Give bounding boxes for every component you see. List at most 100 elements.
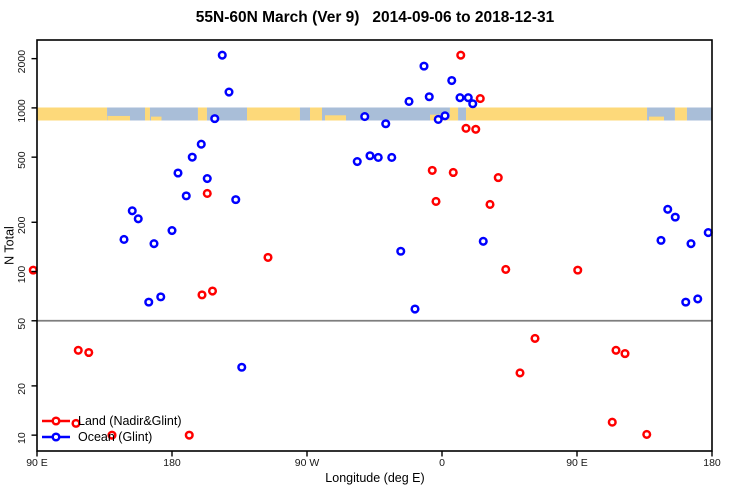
x-tick-label: 180 xyxy=(703,457,721,469)
legend-point-marker xyxy=(51,432,61,442)
map-band-ocean-segment xyxy=(322,107,450,121)
ocean-point xyxy=(663,204,673,214)
land-point xyxy=(448,167,458,178)
ocean-point xyxy=(419,61,429,71)
y-tick-label: 100 xyxy=(16,266,28,284)
y-tick-label: 10 xyxy=(16,432,28,444)
land-point xyxy=(202,188,212,199)
map-band-coast-patch xyxy=(151,116,162,121)
ocean-point xyxy=(237,362,247,372)
y-tick-label: 1000 xyxy=(16,99,28,123)
land-point xyxy=(611,345,621,355)
ocean-point xyxy=(686,239,696,249)
ocean-point xyxy=(478,236,488,246)
legend-label: Land (Nadir&Glint) xyxy=(78,414,182,428)
ocean-point xyxy=(424,92,434,102)
map-band-ocean-segment xyxy=(458,107,466,121)
x-tick-label: 90 E xyxy=(26,457,48,469)
x-tick-label: 90 W xyxy=(295,457,320,469)
ocean-point xyxy=(202,174,212,184)
map-band-land-segment xyxy=(449,107,459,121)
land-point xyxy=(573,265,583,275)
ocean-point xyxy=(360,112,370,122)
land-point xyxy=(471,124,481,134)
ocean-point xyxy=(173,168,183,178)
ocean-point xyxy=(149,239,159,249)
x-tick-label: 90 E xyxy=(566,457,588,469)
map-band-land-segment xyxy=(674,107,687,121)
ocean-point xyxy=(447,75,457,86)
ocean-point xyxy=(210,114,220,124)
ocean-point xyxy=(181,191,191,201)
ocean-point xyxy=(463,93,473,103)
land-point xyxy=(530,333,540,343)
land-point xyxy=(207,286,218,296)
land-point xyxy=(431,196,441,207)
ocean-point xyxy=(670,212,680,222)
ocean-point xyxy=(703,228,713,238)
x-tick-label: 180 xyxy=(163,457,181,469)
ocean-point xyxy=(468,99,478,109)
land-point xyxy=(620,349,630,359)
map-band-ocean-segment xyxy=(299,107,310,121)
land-point xyxy=(184,430,194,440)
y-tick-label: 500 xyxy=(16,151,28,169)
land-point xyxy=(107,430,117,440)
map-band-ocean-segment xyxy=(686,107,712,121)
map-band-land-segment xyxy=(247,107,300,121)
ocean-point xyxy=(167,225,177,236)
x-axis-title: Longitude (deg E) xyxy=(325,471,425,485)
land-point xyxy=(28,265,38,275)
y-tick-label: 50 xyxy=(16,318,28,330)
map-band-land-segment xyxy=(310,107,322,121)
ocean-point xyxy=(440,111,450,121)
ocean-point xyxy=(133,214,143,224)
map-band-coast-patch xyxy=(107,115,130,121)
ocean-point xyxy=(681,297,691,307)
land-point xyxy=(493,173,503,183)
land-point xyxy=(642,429,652,439)
ocean-point xyxy=(231,195,241,205)
map-band-coast-patch xyxy=(649,116,664,121)
y-tick-label: 2000 xyxy=(16,50,28,74)
legend-label: Ocean (Glint) xyxy=(78,430,152,444)
ocean-point xyxy=(693,294,703,304)
ocean-point xyxy=(365,151,375,161)
ocean-point xyxy=(187,152,197,162)
land-point xyxy=(73,345,83,355)
ocean-point xyxy=(396,246,406,256)
ocean-point xyxy=(387,152,397,162)
map-band-land-segment xyxy=(145,107,150,121)
land-point xyxy=(456,50,466,60)
x-tick-label: 0 xyxy=(439,457,445,469)
plot-border xyxy=(36,39,713,452)
ocean-point xyxy=(373,152,383,162)
land-point xyxy=(84,347,94,358)
map-band-ocean-segment xyxy=(149,107,198,121)
land-point xyxy=(501,264,511,274)
ocean-point xyxy=(156,292,166,302)
ocean-point xyxy=(656,235,666,245)
ocean-point xyxy=(119,234,129,245)
ocean-point xyxy=(410,304,420,314)
y-tick-label: 20 xyxy=(16,383,28,395)
map-band-land-segment xyxy=(197,107,207,121)
ocean-point xyxy=(127,206,137,216)
ocean-point xyxy=(144,297,154,307)
ocean-point xyxy=(196,139,206,149)
chart-title: 55N-60N March (Ver 9) 2014-09-06 to 2018… xyxy=(195,9,555,26)
land-point xyxy=(427,165,437,175)
ocean-point xyxy=(455,93,465,103)
ocean-point xyxy=(404,96,414,106)
land-point xyxy=(71,418,81,428)
land-point xyxy=(607,417,617,427)
y-tick-label: 200 xyxy=(16,216,28,234)
legend-point-marker xyxy=(51,416,61,426)
map-band-coast-patch xyxy=(325,115,346,121)
land-point xyxy=(263,252,273,262)
ocean-point xyxy=(217,50,227,60)
ocean-point xyxy=(224,87,234,97)
map-band-land-segment xyxy=(466,107,648,121)
